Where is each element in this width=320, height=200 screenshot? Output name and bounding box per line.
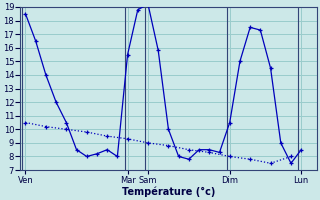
X-axis label: Température (°c): Température (°c): [122, 186, 215, 197]
